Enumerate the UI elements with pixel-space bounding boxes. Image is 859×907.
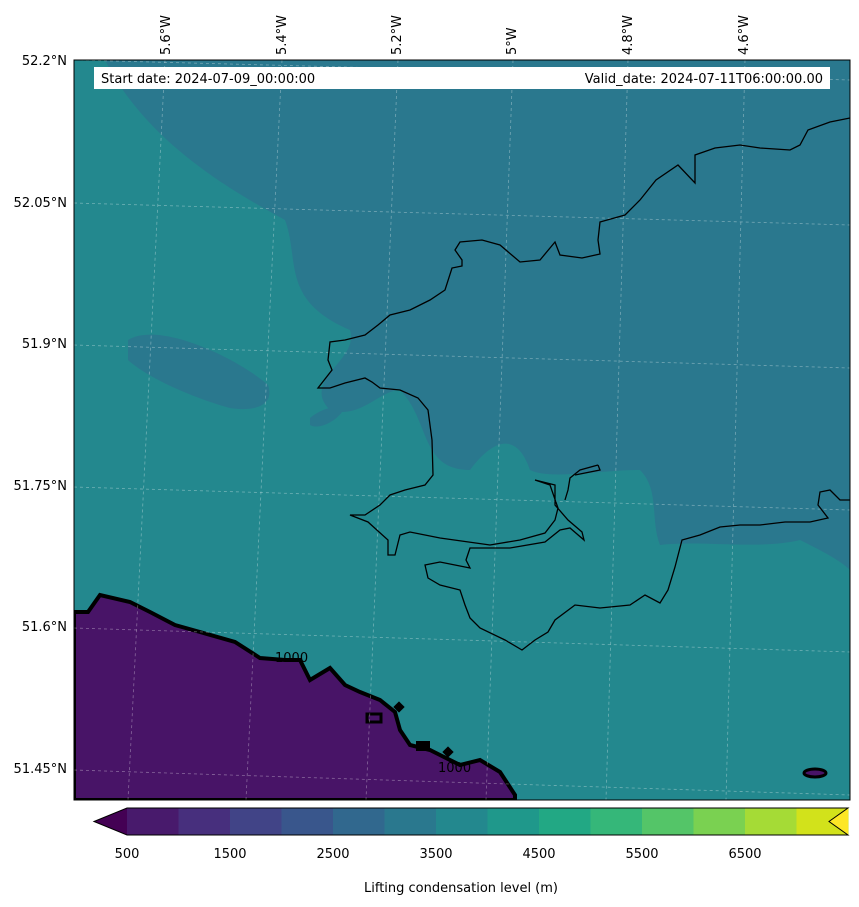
contour-blob xyxy=(416,741,430,751)
lat-label: 51.6°N xyxy=(22,620,67,635)
map-area: 1000 1000 xyxy=(74,60,850,800)
colorbar-segment xyxy=(384,808,437,835)
colorbar-segment xyxy=(745,808,797,835)
latitude-labels: 52.2°N 52.05°N 51.9°N 51.75°N 51.6°N 51.… xyxy=(14,54,67,777)
map-frame xyxy=(73,59,851,801)
header-box xyxy=(94,67,830,89)
colorbar-segment xyxy=(436,808,488,835)
colorbar-tick-label: 5500 xyxy=(625,847,658,862)
colorbar-segment xyxy=(539,808,591,835)
colorbar-ticks: 500 1500 2500 3500 4500 5500 6500 xyxy=(115,847,762,862)
colorbar-outline xyxy=(92,807,850,836)
colorbar-tick-label: 2500 xyxy=(316,847,349,862)
lat-label: 51.9°N xyxy=(22,337,67,352)
colorbar-extend-min xyxy=(94,808,127,835)
colorbar-tick-label: 4500 xyxy=(522,847,555,862)
colorbar-tick-label: 500 xyxy=(115,847,140,862)
longitude-labels: 5.6°W 5.4°W 5.2°W 5°W 4.8°W 4.6°W xyxy=(159,15,752,55)
colorbar-segment xyxy=(178,808,231,835)
colorbar-segment xyxy=(333,808,385,835)
lon-label: 4.6°W xyxy=(737,15,752,55)
start-date-text: Start date: 2024-07-09_00:00:00 xyxy=(101,72,315,87)
coastline xyxy=(316,117,850,651)
valid-date-text: Valid_date: 2024-07-11T06:00:00.00 xyxy=(585,72,823,87)
lcl-field-patch-small xyxy=(310,407,343,427)
colorbar-tick-label: 3500 xyxy=(419,847,452,862)
lat-label: 51.45°N xyxy=(14,762,67,777)
lon-label: 4.8°W xyxy=(621,15,636,55)
lon-label: 5°W xyxy=(505,27,520,55)
lat-label: 52.05°N xyxy=(14,196,67,211)
lon-label: 5.4°W xyxy=(275,15,290,55)
contour-label: 1000 xyxy=(438,761,471,776)
contour-blob-east xyxy=(802,767,828,779)
lcl-field-500-1000 xyxy=(74,592,517,800)
colorbar-segment xyxy=(693,808,746,835)
colorbar-segment xyxy=(642,808,694,835)
colorbar-segment xyxy=(590,808,643,835)
coastline-inlet xyxy=(574,464,601,476)
colorbar-extend-max xyxy=(829,808,848,835)
colorbar-tick-label: 6500 xyxy=(728,847,761,862)
lcl-field-patch-west xyxy=(128,334,270,410)
colorbar-tick-label: 1500 xyxy=(213,847,246,862)
colorbar-segment xyxy=(127,808,179,835)
lcl-field-3500-4000 xyxy=(74,60,850,800)
coastline-inlet xyxy=(564,464,599,501)
colorbar-segment xyxy=(487,808,540,835)
contour-label: 1000 xyxy=(275,651,308,666)
contour-blob xyxy=(365,712,383,724)
lat-label: 51.75°N xyxy=(14,479,67,494)
colorbar xyxy=(92,807,850,836)
colorbar-segment xyxy=(230,808,282,835)
lon-label: 5.6°W xyxy=(159,15,174,55)
colorbar-segment xyxy=(281,808,334,835)
contour-blob xyxy=(393,701,405,713)
lon-label: 5.2°W xyxy=(390,15,405,55)
colorbar-title: Lifting condensation level (m) xyxy=(364,881,558,896)
contour-blob xyxy=(442,746,454,758)
lat-label: 52.2°N xyxy=(22,54,67,69)
